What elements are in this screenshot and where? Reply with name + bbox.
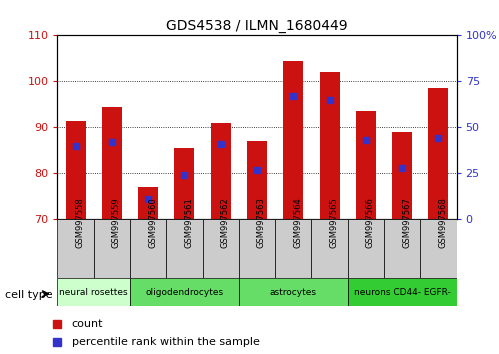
Bar	[211, 123, 231, 219]
Text: GSM997559: GSM997559	[112, 197, 121, 248]
Text: GSM997558: GSM997558	[75, 197, 84, 248]
Text: GSM997567: GSM997567	[402, 197, 411, 248]
Bar	[102, 107, 122, 219]
Bar	[356, 111, 376, 219]
Bar	[57, 219, 94, 278]
Bar	[384, 219, 420, 278]
Bar	[348, 278, 457, 306]
Bar	[348, 219, 384, 278]
Bar	[130, 278, 239, 306]
Bar	[239, 278, 348, 306]
Text: GSM997562: GSM997562	[221, 197, 230, 248]
Bar	[65, 120, 85, 219]
Title: GDS4538 / ILMN_1680449: GDS4538 / ILMN_1680449	[166, 19, 348, 33]
Text: percentile rank within the sample: percentile rank within the sample	[72, 337, 259, 347]
Bar	[311, 219, 348, 278]
Text: neurons CD44- EGFR-: neurons CD44- EGFR-	[354, 287, 451, 297]
Text: count: count	[72, 319, 103, 329]
Bar	[175, 148, 195, 219]
Text: oligodendrocytes: oligodendrocytes	[145, 287, 224, 297]
Text: GSM997561: GSM997561	[185, 197, 194, 248]
Text: GSM997564: GSM997564	[293, 197, 302, 248]
Bar	[275, 219, 311, 278]
Bar	[203, 219, 239, 278]
Bar	[420, 219, 457, 278]
Bar	[130, 219, 166, 278]
Text: GSM997560: GSM997560	[148, 197, 157, 248]
Bar	[319, 72, 339, 219]
Text: GSM997568: GSM997568	[439, 197, 448, 248]
Text: GSM997565: GSM997565	[329, 197, 338, 248]
Bar	[283, 61, 303, 219]
Bar	[138, 187, 158, 219]
Bar	[239, 219, 275, 278]
Text: astrocytes: astrocytes	[270, 287, 317, 297]
Bar	[166, 219, 203, 278]
Text: cell type: cell type	[5, 290, 52, 299]
Text: neural rosettes: neural rosettes	[59, 287, 128, 297]
Bar	[57, 278, 130, 306]
Bar	[94, 219, 130, 278]
Text: GSM997566: GSM997566	[366, 197, 375, 248]
Bar	[247, 141, 267, 219]
Text: GSM997563: GSM997563	[257, 197, 266, 248]
Bar	[392, 132, 412, 219]
Bar	[429, 88, 449, 219]
